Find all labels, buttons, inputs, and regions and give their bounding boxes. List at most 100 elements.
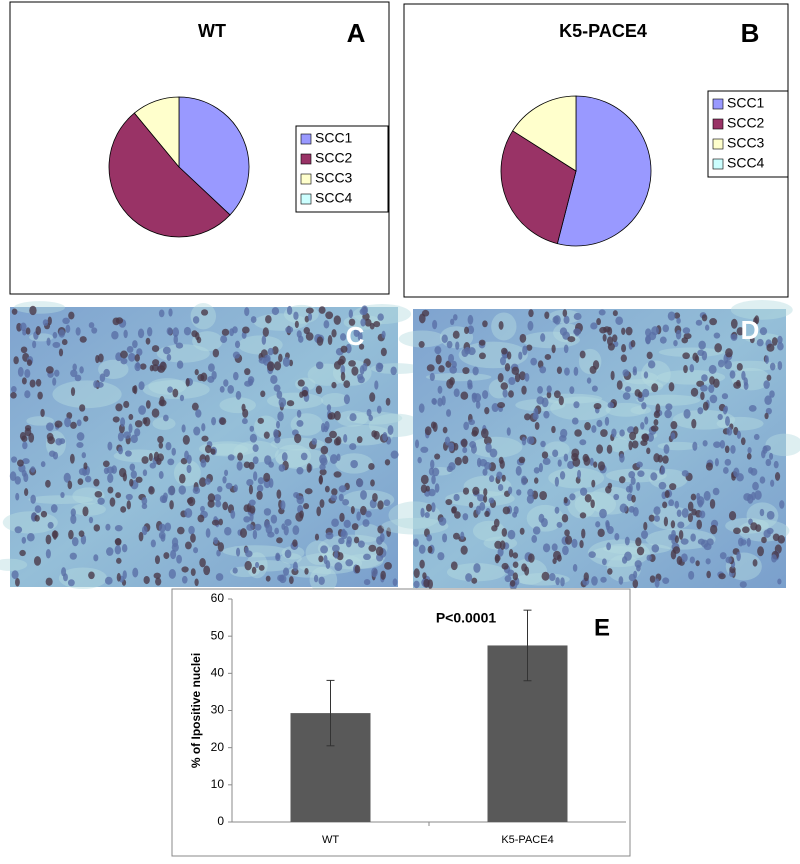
pie-slice <box>500 130 577 245</box>
nucleus <box>52 331 58 339</box>
nucleus <box>176 554 182 564</box>
nucleus <box>120 357 128 365</box>
nucleus <box>413 580 420 589</box>
nucleus <box>65 324 71 333</box>
nucleus <box>590 322 598 330</box>
nucleus <box>60 491 65 499</box>
nucleus <box>512 511 518 518</box>
nucleus <box>157 365 166 373</box>
nucleus <box>442 533 448 543</box>
nucleus <box>467 325 475 335</box>
nucleus <box>773 460 779 469</box>
nucleus <box>83 462 88 470</box>
nucleus <box>372 492 378 502</box>
nucleus <box>380 570 386 580</box>
nucleus <box>507 569 515 577</box>
nucleus <box>69 552 77 560</box>
nucleus <box>222 476 227 484</box>
nucleus <box>320 457 328 466</box>
nucleus <box>334 562 343 572</box>
nucleus <box>333 410 341 421</box>
nucleus <box>573 366 579 376</box>
nucleus <box>348 360 356 367</box>
nucleus <box>130 434 138 444</box>
nucleus <box>702 440 708 447</box>
nucleus <box>692 352 699 362</box>
legend-label: SCC4 <box>315 190 353 206</box>
nucleus <box>621 343 627 353</box>
nucleus <box>687 501 694 512</box>
nucleus <box>464 346 471 355</box>
nucleus <box>724 359 732 370</box>
nucleus <box>250 316 257 324</box>
nucleus <box>11 308 18 315</box>
nucleus <box>252 529 258 540</box>
nucleus <box>752 481 759 491</box>
nucleus <box>597 528 605 538</box>
nucleus <box>263 519 270 529</box>
nucleus <box>702 401 709 411</box>
nucleus <box>21 377 27 385</box>
legend-label: SCC1 <box>315 130 353 146</box>
nucleus <box>79 404 86 412</box>
nucleus <box>637 391 643 399</box>
nucleus <box>616 380 623 390</box>
nucleus <box>25 327 31 335</box>
nucleus <box>733 527 741 535</box>
nucleus <box>296 420 304 427</box>
nucleus <box>286 305 293 315</box>
nucleus <box>454 456 462 466</box>
stroma <box>52 380 122 409</box>
nucleus <box>350 505 355 515</box>
nucleus <box>120 350 128 359</box>
nucleus <box>200 505 205 513</box>
nucleus <box>669 483 677 491</box>
nucleus <box>747 493 754 504</box>
nucleus <box>446 409 452 417</box>
nucleus <box>256 490 263 500</box>
nucleus <box>376 405 382 414</box>
nucleus <box>265 575 271 582</box>
nucleus <box>280 500 286 511</box>
nucleus <box>211 519 220 526</box>
nucleus <box>257 417 265 424</box>
nucleus <box>618 576 624 585</box>
nucleus <box>95 354 100 364</box>
nucleus <box>373 321 381 328</box>
nucleus <box>123 400 130 409</box>
nucleus <box>548 573 556 582</box>
nucleus <box>494 540 502 549</box>
nucleus <box>494 553 500 564</box>
nucleus <box>91 327 98 334</box>
nucleus <box>551 543 558 552</box>
nucleus <box>483 488 488 497</box>
nucleus <box>40 461 46 468</box>
nucleus <box>593 461 598 468</box>
pie-slice <box>556 95 652 247</box>
y-tick-label: 30 <box>211 703 225 717</box>
nucleus <box>179 473 186 484</box>
nucleus <box>502 506 511 515</box>
nucleus <box>628 573 636 582</box>
nucleus <box>420 446 429 453</box>
nucleus <box>710 524 718 535</box>
nucleus <box>45 479 51 488</box>
nucleus <box>26 359 33 367</box>
nucleus <box>252 456 259 465</box>
nucleus <box>363 578 371 586</box>
stroma <box>731 367 771 391</box>
nucleus <box>72 363 77 371</box>
nucleus <box>683 409 691 419</box>
nucleus <box>766 510 775 520</box>
nucleus <box>225 482 233 490</box>
nucleus <box>349 413 357 422</box>
nucleus <box>730 444 736 454</box>
nucleus <box>357 331 363 342</box>
legend-swatch <box>712 138 724 150</box>
nucleus <box>748 467 754 474</box>
nucleus <box>318 306 326 314</box>
nucleus <box>462 513 469 521</box>
nucleus <box>213 537 219 545</box>
nucleus <box>493 518 500 528</box>
nucleus <box>345 343 352 354</box>
